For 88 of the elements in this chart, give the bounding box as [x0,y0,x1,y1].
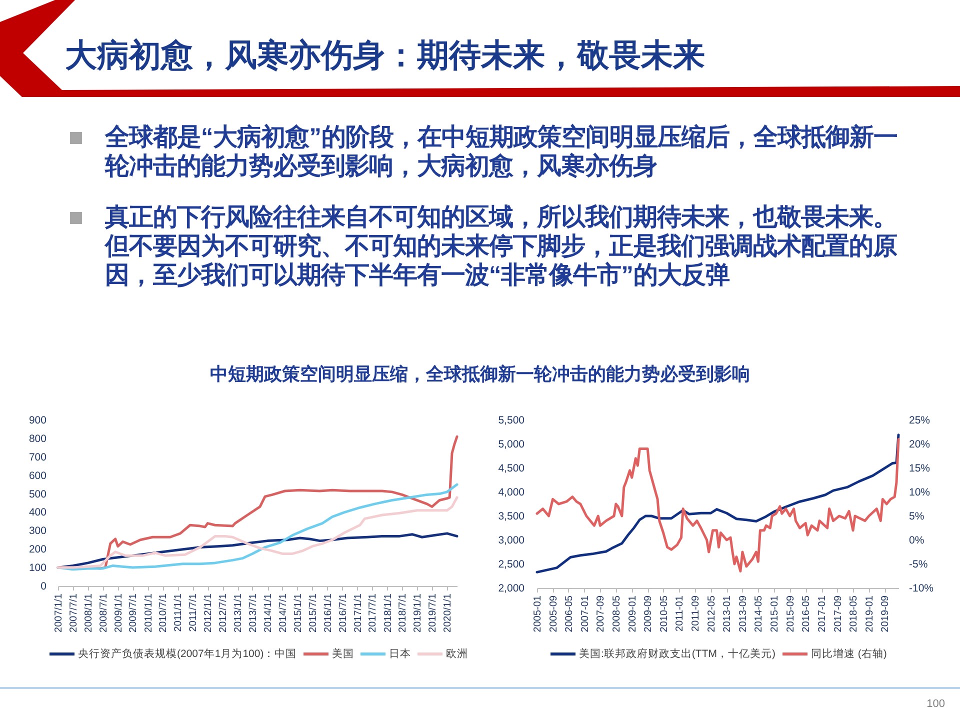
y2-tick-label: -10% [908,582,934,594]
x-tick-label: 2013-01 [722,595,733,632]
legend-label: 欧洲 [446,647,468,660]
y-tick-label: 4,000 [498,486,524,498]
x-tick-label: 2015/7/1 [307,593,318,632]
x-tick-label: 2015-09 [785,595,796,632]
line-series [56,496,458,569]
x-tick-label: 2010-05 [658,595,670,632]
y2-tick-label: 25% [908,414,930,426]
x-tick-label: 2016/1/1 [322,593,334,632]
x-tick-label: 2012/1/1 [202,593,214,632]
x-tick-label: 2013/7/1 [248,593,259,632]
x-tick-label: 2014/1/1 [262,593,274,632]
y2-tick-label: 5% [908,510,924,522]
x-tick-label: 2015/1/1 [292,593,304,632]
x-tick-label: 2019-09 [880,595,891,632]
x-tick-label: 2007/7/1 [68,593,80,632]
y-tick-label: 300 [28,525,46,538]
x-tick-label: 2019-01 [864,595,876,632]
x-tick-label: 2009-09 [642,595,654,632]
legend-label: 日本 [388,647,411,660]
x-tick-label: 2012-05 [706,595,717,632]
x-tick-label: 2008/1/1 [83,593,94,632]
text: 大病初愈，风寒亦伤身：期待未来，敬畏未来 [65,35,705,76]
y-tick-label: 5,500 [498,414,524,426]
legend-label: 美国 [332,647,354,660]
x-tick-label: 2008-05 [611,595,622,632]
x-tick-label: 2017-01 [816,595,828,632]
x-tick-label: 2013/1/1 [232,593,244,632]
x-tick-label: 2014-05 [753,595,764,632]
y-tick-label: 500 [28,488,46,500]
x-tick-label: 2012/7/1 [218,593,229,632]
x-tick-label: 2020/1/1 [442,593,454,632]
text: 100 [926,698,945,710]
y-tick-label: 600 [28,470,46,482]
legend-label: 央行资产负债表规模(2007年1月为100)：中国 [78,647,296,660]
y-tick-label: 0 [40,580,46,592]
x-tick-label: 2007-01 [580,595,591,632]
x-tick-label: 2005-01 [532,595,544,632]
y2-tick-label: 0% [908,534,924,546]
y-tick-label: 800 [28,432,46,445]
x-tick-label: 2007/1/1 [53,593,64,632]
y-tick-label: 700 [28,451,46,464]
y-tick-label: 3,500 [498,510,524,522]
x-tick-label: 2018/7/1 [397,593,408,632]
y-tick-label: 200 [28,544,46,556]
y-tick-label: 900 [28,414,46,426]
legend-label: 同比增速 (右轴) [810,647,887,660]
y-tick-label: 3,000 [498,534,524,546]
y2-tick-label: 10% [908,486,930,498]
x-tick-label: 2009-01 [627,595,638,632]
x-tick-label: 2009/1/1 [113,593,124,632]
x-tick-label: 2018-05 [848,595,860,632]
x-tick-label: 2011/1/1 [172,593,184,632]
x-tick-label: 2011-09 [690,595,702,632]
y-tick-label: 100 [28,562,46,574]
legend-label: 美国:联邦政府财政支出(TTM，十亿美元) [578,647,776,660]
x-tick-label: 2018/1/1 [382,593,394,632]
text: 真正的下行风险往往来自不可知的区域，所以我们期待未来，也敬畏未来。但不要因为不可研究、不可知的未来停下脚步，正是我们强调战术配置的原因，至少我们可以期待下半年有一波“非常像牛市”的大反弹 [105,203,898,290]
x-tick-label: 2007-09 [595,595,606,632]
x-tick-label: 2014/7/1 [278,593,289,632]
x-tick-label: 2015-01 [769,595,780,632]
text: 全球都是“大病初愈”的阶段，在中短期政策空间明显压缩后，全球抵御新一轮冲击的能力势必受到影响，大病初愈，风寒亦伤身 [105,123,898,181]
y-tick-label: 2,500 [498,558,524,570]
x-tick-label: 2011/7/1 [188,593,199,632]
text: 中短期政策空间明显压缩，全球抵御新一轮冲击的能力势必受到影响 [210,363,750,386]
y-tick-label: 5,000 [498,438,524,450]
x-tick-label: 2006-05 [564,595,575,632]
x-tick-label: 2016-05 [800,595,812,632]
x-tick-label: 2019/7/1 [427,593,438,632]
y2-tick-label: -5% [908,558,928,570]
x-tick-label: 2016/7/1 [337,593,348,632]
x-tick-label: 2010/1/1 [143,593,154,632]
y-tick-label: 4,500 [498,462,524,474]
x-tick-label: 2010/7/1 [158,593,169,632]
x-tick-label: 2009/7/1 [128,593,139,632]
x-tick-label: 2005-09 [548,595,559,632]
x-tick-label: 2017/1/1 [352,593,364,632]
y2-tick-label: 20% [908,438,930,450]
x-tick-label: 2011-01 [674,595,686,632]
y-tick-label: 400 [28,506,46,519]
x-tick-label: 2013-09 [738,595,749,632]
x-tick-label: 2017-09 [832,595,844,632]
y-tick-label: 2,000 [498,582,524,594]
x-tick-label: 2008/7/1 [98,593,110,632]
x-tick-label: 2017/7/1 [367,593,378,632]
x-tick-label: 2019/1/1 [412,593,424,632]
y2-tick-label: 15% [908,462,930,474]
